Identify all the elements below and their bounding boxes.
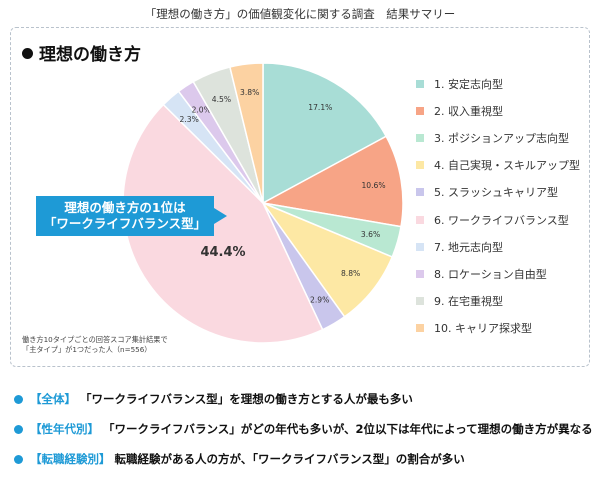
slice-label-6: 44.4% <box>200 245 245 260</box>
legend-swatch-6 <box>416 215 424 224</box>
legend-label-2: 2. 収入重視型 <box>434 104 503 118</box>
legend-label-7: 7. 地元志向型 <box>434 240 503 254</box>
pie-slice-10 <box>228 62 264 204</box>
slice-label-5: 2.9% <box>310 296 329 305</box>
callout-box: 理想の働き方の1位は 「ワークライフバランス型」 <box>36 196 227 236</box>
bullet-icon <box>14 394 23 404</box>
summary-tag-2: 【性年代別】 <box>30 422 99 436</box>
summary-text-2: 「ワークライフバランス」がどの年代も多いが、2位以下は年代によって理想の働き方が… <box>103 422 593 436</box>
chart-legend: 1. 安定志向型 2. 収入重視型 3. ポジションアップ志向型 4. 自己実現・スキ… <box>416 70 588 342</box>
slice-label-3: 3.6% <box>361 230 380 239</box>
legend-label-6: 6. ワークライフバランス型 <box>434 213 569 227</box>
legend-item-3: 3. ポジションアップ志向型 <box>416 124 588 151</box>
legend-item-8: 8. ロケーション自由型 <box>416 260 588 287</box>
slice-label-7: 2.3% <box>180 115 199 124</box>
summary-tag-3: 【転職経験別】 <box>30 452 111 466</box>
legend-item-4: 4. 自己実現・スキルアップ型 <box>416 152 588 179</box>
slice-label-4: 8.8% <box>341 269 360 278</box>
legend-swatch-2 <box>416 106 424 115</box>
pie-slice-2 <box>260 135 404 228</box>
legend-label-8: 8. ロケーション自由型 <box>434 267 547 281</box>
legend-item-5: 5. スラッシュキャリア型 <box>416 179 588 206</box>
bullet-icon <box>22 48 33 59</box>
legend-item-2: 2. 収入重視型 <box>416 97 588 124</box>
legend-swatch-1 <box>416 79 424 88</box>
bullet-icon <box>14 424 23 434</box>
legend-swatch-7 <box>416 242 424 251</box>
slice-label-10: 3.8% <box>240 88 259 97</box>
summary-row-2: 【性年代別】 「ワークライフバランス」がどの年代も多いが、2位以下は年代によって理… <box>14 414 594 444</box>
summary-list: 【全体】 「ワークライフバランス型」を理想の働き方とする人が最も多い 【性年代別】「… <box>14 384 594 474</box>
legend-label-5: 5. スラッシュキャリア型 <box>434 186 558 200</box>
sample-note: 働き方10タイプごとの回答スコア集計結果で 「主タイプ」が1つだった人（n=55… <box>22 335 168 355</box>
summary-text-1: 「ワークライフバランス型」を理想の働き方とする人が最も多い <box>80 392 413 406</box>
page-title: 「理想の働き方」の価値観変化に関する調査 結果サマリー <box>144 7 456 21</box>
legend-item-6: 6. ワークライフバランス型 <box>416 206 588 233</box>
legend-swatch-5 <box>416 188 424 197</box>
legend-swatch-8 <box>416 269 424 278</box>
legend-label-1: 1. 安定志向型 <box>434 77 503 91</box>
legend-swatch-4 <box>416 161 424 170</box>
summary-tag-1: 【全体】 <box>30 392 76 406</box>
chart-frame <box>10 27 590 367</box>
slice-label-9: 4.5% <box>212 95 231 104</box>
note-line-1: 働き方10タイプごとの回答スコア集計結果で <box>22 335 168 344</box>
slice-label-1: 17.1% <box>308 103 332 112</box>
callout-line-2: 「ワークライフバランス型」 <box>43 216 207 231</box>
legend-label-9: 9. 在宅重視型 <box>434 295 503 309</box>
legend-label-3: 3. ポジションアップ志向型 <box>434 131 569 145</box>
slice-label-2: 10.6% <box>361 181 385 190</box>
section-title-text: 理想の働き方 <box>39 45 141 65</box>
legend-swatch-10 <box>416 324 424 333</box>
legend-label-10: 10. キャリア探求型 <box>434 322 532 336</box>
legend-swatch-3 <box>416 133 424 142</box>
section-title: 理想の働き方 <box>22 40 141 65</box>
legend-label-4: 4. 自己実現・スキルアップ型 <box>434 159 580 173</box>
legend-item-7: 7. 地元志向型 <box>416 233 588 260</box>
note-line-2: 「主タイプ」が1つだった人（n=556） <box>22 345 152 354</box>
pie-slice-1 <box>262 62 388 205</box>
legend-item-10: 10. キャリア探求型 <box>416 315 588 342</box>
slice-label-8: 2.0% <box>192 106 211 115</box>
callout-line-1: 理想の働き方の1位は <box>64 200 186 215</box>
summary-row-3: 【転職経験別】 転職経験がある人の方が、「ワークライフバランス型」の割合が多い <box>14 444 594 474</box>
bullet-icon <box>14 454 23 464</box>
summary-text-3: 転職経験がある人の方が、「ワークライフバランス型」の割合が多い <box>114 452 465 466</box>
summary-row-1: 【全体】 「ワークライフバランス型」を理想の働き方とする人が最も多い <box>14 384 594 414</box>
legend-item-9: 9. 在宅重視型 <box>416 288 588 315</box>
legend-item-1: 1. 安定志向型 <box>416 70 588 97</box>
legend-swatch-9 <box>416 297 424 306</box>
